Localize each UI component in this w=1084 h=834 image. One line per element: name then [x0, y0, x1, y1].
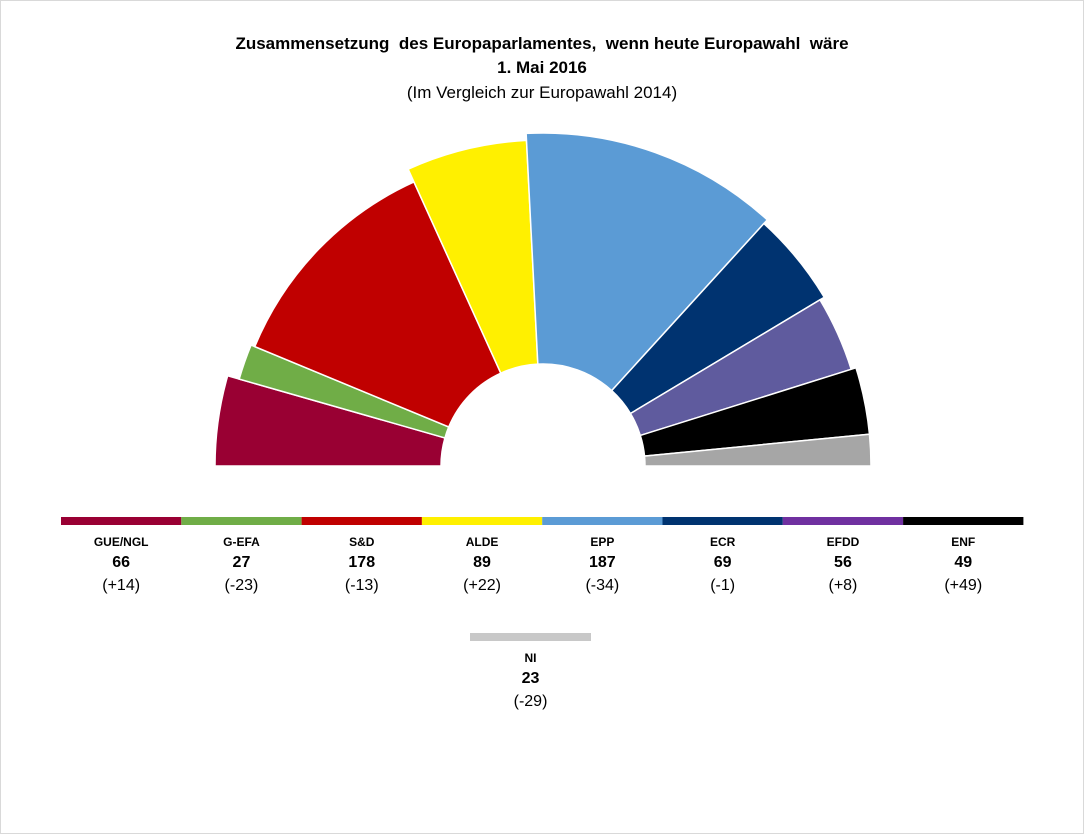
- legend-change-enf: (+49): [944, 577, 982, 594]
- legend-seats-epp: 187: [589, 554, 616, 571]
- legend-swatch-efdd: [782, 517, 904, 525]
- legend-swatch-ni: [470, 633, 591, 641]
- arc-sandd: [253, 180, 502, 428]
- chart-subtitle: (Im Vergleich zur Europawahl 2014): [406, 83, 678, 102]
- legend-label-enf: ENF: [951, 535, 975, 549]
- arc-ecr: [610, 222, 826, 415]
- title-block: Zusammensetzung des Europaparlamentes, w…: [0, 32, 1084, 106]
- legend-label-sandd: S&D: [349, 535, 375, 549]
- legend-swatch-ecr: [662, 517, 783, 525]
- legend-swatch-gue-ngl: [61, 517, 182, 525]
- legend-label-gue-ngl: GUE/NGL: [94, 535, 149, 549]
- legend-label-g-efa: G-EFA: [223, 535, 260, 549]
- legend-seats-alde: 89: [473, 554, 491, 571]
- legend-change-gue-ngl: (+14): [102, 577, 140, 594]
- legend: GUE/NGL 66 (+14) G-EFA 27 (-23) S&D 178 (-13) ALD…: [61, 517, 1024, 710]
- parliament-arcs: [214, 132, 872, 467]
- legend-swatch-enf: [903, 517, 1024, 525]
- legend-seats-enf: 49: [954, 554, 972, 571]
- legend-swatch-g-efa: [181, 517, 302, 525]
- legend-change-efdd: (+8): [828, 577, 857, 594]
- legend-change-ni: (-29): [514, 693, 548, 710]
- legend-seats-g-efa: 27: [233, 554, 251, 571]
- legend-swatch-epp: [542, 517, 663, 525]
- legend-label-ecr: ECR: [710, 535, 736, 549]
- arc-ni: [643, 433, 872, 467]
- legend-change-epp: (-34): [585, 577, 619, 594]
- legend-change-g-efa: (-23): [225, 577, 259, 594]
- arc-epp: [525, 132, 769, 392]
- legend-seats-efdd: 56: [834, 554, 852, 571]
- legend-seats-gue-ngl: 66: [112, 554, 130, 571]
- legend-seats-ni: 23: [522, 670, 540, 687]
- chart-date: 1. Mai 2016: [497, 58, 587, 77]
- legend-change-sandd: (-13): [345, 577, 379, 594]
- legend-label-efdd: EFDD: [827, 535, 860, 549]
- legend-label-ni: NI: [525, 651, 537, 665]
- legend-seats-ecr: 69: [714, 554, 732, 571]
- arc-gue-ngl: [214, 374, 446, 467]
- legend-label-epp: EPP: [590, 535, 614, 549]
- chart-title: Zusammensetzung des Europaparlamentes, w…: [235, 34, 849, 53]
- legend-seats-sandd: 178: [348, 554, 375, 571]
- legend-change-ecr: (-1): [710, 577, 735, 594]
- legend-label-alde: ALDE: [466, 535, 499, 549]
- legend-swatch-sandd: [301, 517, 422, 525]
- legend-change-alde: (+22): [463, 577, 501, 594]
- legend-swatch-alde: [421, 517, 543, 525]
